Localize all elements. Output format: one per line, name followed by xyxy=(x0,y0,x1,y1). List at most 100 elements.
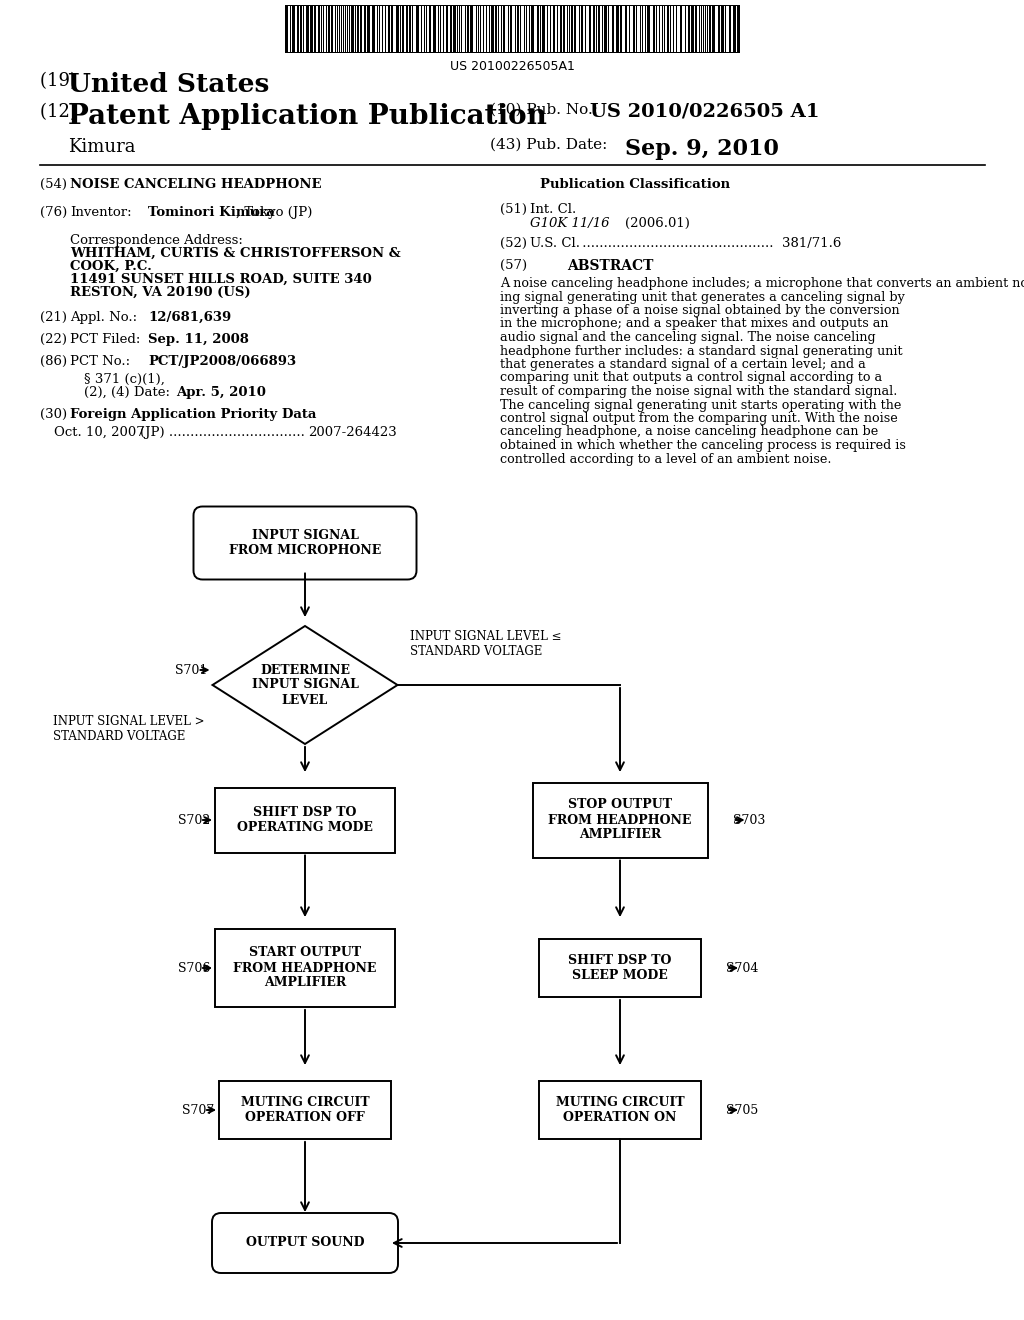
Bar xyxy=(555,7,557,51)
Bar xyxy=(660,7,662,51)
Bar xyxy=(484,7,486,51)
Bar xyxy=(682,7,685,51)
Bar xyxy=(413,7,416,51)
Text: Patent Application Publication: Patent Application Publication xyxy=(68,103,547,129)
Text: 381/71.6: 381/71.6 xyxy=(782,238,842,249)
Text: S706: S706 xyxy=(177,961,210,974)
Bar xyxy=(558,7,560,51)
Text: U.S. Cl.: U.S. Cl. xyxy=(530,238,580,249)
Bar xyxy=(481,7,483,51)
Bar xyxy=(600,7,602,51)
FancyBboxPatch shape xyxy=(219,1081,391,1139)
Text: Inventor:: Inventor: xyxy=(70,206,132,219)
Bar xyxy=(534,7,537,51)
Bar xyxy=(304,7,306,51)
Text: Correspondence Address:: Correspondence Address: xyxy=(70,234,243,247)
Text: DETERMINE
INPUT SIGNAL
LEVEL: DETERMINE INPUT SIGNAL LEVEL xyxy=(252,664,358,706)
Text: result of comparing the noise signal with the standard signal.: result of comparing the noise signal wit… xyxy=(500,385,897,399)
Bar xyxy=(375,7,377,51)
Bar xyxy=(686,7,688,51)
Bar xyxy=(324,7,326,51)
Bar xyxy=(285,5,740,53)
Text: comparing unit that outputs a control signal according to a: comparing unit that outputs a control si… xyxy=(500,371,882,384)
Bar xyxy=(431,7,433,51)
Text: Sep. 9, 2010: Sep. 9, 2010 xyxy=(625,139,779,160)
Bar xyxy=(444,7,446,51)
Bar xyxy=(295,7,297,51)
Text: audio signal and the canceling signal. The noise canceling: audio signal and the canceling signal. T… xyxy=(500,331,876,345)
Text: S701: S701 xyxy=(175,664,208,676)
Bar xyxy=(671,7,673,51)
Bar xyxy=(677,7,680,51)
Bar xyxy=(697,7,699,51)
Bar xyxy=(422,7,424,51)
Bar xyxy=(404,7,406,51)
Text: A noise canceling headphone includes; a microphone that converts an ambient nois: A noise canceling headphone includes; a … xyxy=(500,277,1024,290)
Text: PCT No.:: PCT No.: xyxy=(70,355,130,368)
Text: (2006.01): (2006.01) xyxy=(625,216,690,230)
Bar xyxy=(637,7,640,51)
Bar xyxy=(586,7,589,51)
Bar xyxy=(643,7,645,51)
Bar xyxy=(419,7,421,51)
Text: .............................................: ........................................… xyxy=(578,238,773,249)
Text: S705: S705 xyxy=(726,1104,758,1117)
Text: S703: S703 xyxy=(732,813,765,826)
Text: PCT/JP2008/066893: PCT/JP2008/066893 xyxy=(148,355,296,368)
Text: (52): (52) xyxy=(500,238,527,249)
FancyBboxPatch shape xyxy=(212,1213,398,1272)
Bar xyxy=(565,7,567,51)
Text: S704: S704 xyxy=(726,961,759,974)
Text: MUTING CIRCUIT
OPERATION ON: MUTING CIRCUIT OPERATION ON xyxy=(556,1096,684,1125)
Text: ing signal generating unit that generates a canceling signal by: ing signal generating unit that generate… xyxy=(500,290,905,304)
Text: in the microphone; and a speaker that mixes and outputs an: in the microphone; and a speaker that mi… xyxy=(500,318,889,330)
FancyBboxPatch shape xyxy=(539,1081,701,1139)
Text: 12/681,639: 12/681,639 xyxy=(148,312,231,323)
FancyBboxPatch shape xyxy=(194,507,417,579)
Text: Tominori Kimura: Tominori Kimura xyxy=(148,206,274,219)
Text: NOISE CANCELING HEADPHONE: NOISE CANCELING HEADPHONE xyxy=(70,178,322,191)
Bar xyxy=(499,7,501,51)
Bar xyxy=(715,7,718,51)
Text: ABSTRACT: ABSTRACT xyxy=(567,259,653,273)
Bar xyxy=(427,7,429,51)
Bar xyxy=(380,7,382,51)
Bar xyxy=(436,7,438,51)
Text: COOK, P.C.: COOK, P.C. xyxy=(70,260,152,273)
Text: (12): (12) xyxy=(40,103,83,121)
Bar xyxy=(316,7,318,51)
Bar xyxy=(362,7,364,51)
Text: control signal output from the comparing unit. With the noise: control signal output from the comparing… xyxy=(500,412,898,425)
Bar xyxy=(505,7,508,51)
Text: PCT Filed:: PCT Filed: xyxy=(70,333,140,346)
Bar xyxy=(731,7,733,51)
Bar xyxy=(726,7,729,51)
Text: Appl. No.:: Appl. No.: xyxy=(70,312,137,323)
Text: S702: S702 xyxy=(178,813,210,826)
Bar xyxy=(545,7,547,51)
Bar xyxy=(548,7,550,51)
Text: (19): (19) xyxy=(40,73,83,90)
Text: The canceling signal generating unit starts operating with the: The canceling signal generating unit sta… xyxy=(500,399,901,412)
Bar xyxy=(386,7,388,51)
Bar xyxy=(622,7,625,51)
Bar xyxy=(441,7,443,51)
Bar xyxy=(665,7,667,51)
Text: (76): (76) xyxy=(40,206,68,219)
Bar xyxy=(512,7,515,51)
Text: STOP OUTPUT
FROM HEADPHONE
AMPLIFIER: STOP OUTPUT FROM HEADPHONE AMPLIFIER xyxy=(548,799,691,842)
Text: § 371 (c)(1),: § 371 (c)(1), xyxy=(84,374,165,385)
Bar xyxy=(650,7,653,51)
Text: controlled according to a level of an ambient noise.: controlled according to a level of an am… xyxy=(500,453,831,466)
Bar xyxy=(614,7,616,51)
Bar xyxy=(288,7,290,51)
Bar xyxy=(370,7,372,51)
Text: SHIFT DSP TO
SLEEP MODE: SHIFT DSP TO SLEEP MODE xyxy=(568,954,672,982)
Text: canceling headphone, a noise canceling headphone can be: canceling headphone, a noise canceling h… xyxy=(500,425,879,438)
Text: Foreign Application Priority Data: Foreign Application Priority Data xyxy=(70,408,316,421)
Text: (21): (21) xyxy=(40,312,67,323)
Text: MUTING CIRCUIT
OPERATION OFF: MUTING CIRCUIT OPERATION OFF xyxy=(241,1096,370,1125)
Text: (86): (86) xyxy=(40,355,68,368)
Text: 11491 SUNSET HILLS ROAD, SUITE 340: 11491 SUNSET HILLS ROAD, SUITE 340 xyxy=(70,273,372,286)
Polygon shape xyxy=(213,626,397,744)
